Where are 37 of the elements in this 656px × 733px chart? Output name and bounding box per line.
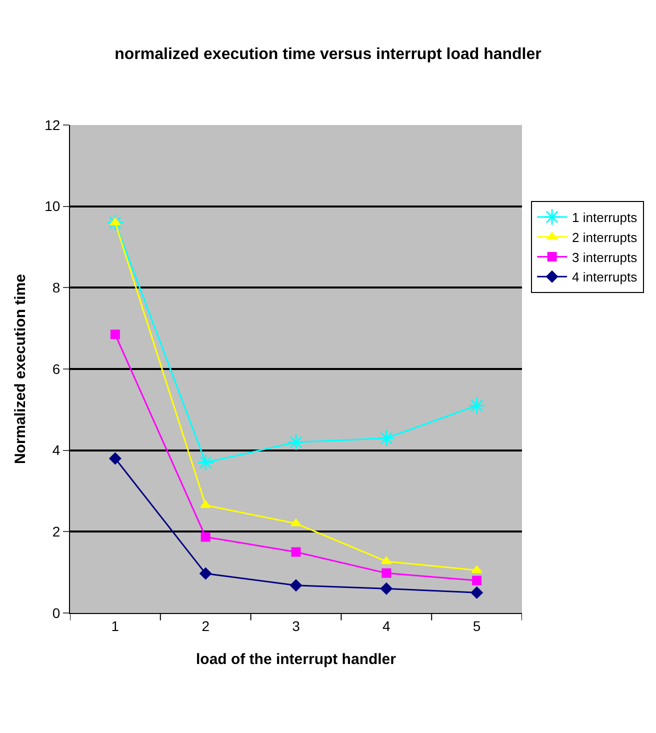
- x-tick-label: 3: [292, 618, 300, 634]
- point: [287, 434, 305, 451]
- point: [109, 452, 122, 464]
- point: [200, 568, 212, 580]
- y-tick-label: 0: [52, 604, 60, 621]
- y-tick-label: 6: [52, 360, 60, 377]
- x-tick-label: 5: [472, 618, 481, 634]
- x-tick-label: 4: [382, 618, 390, 634]
- point: [380, 582, 392, 595]
- point: [470, 586, 483, 599]
- y-tick-label: 12: [44, 116, 60, 133]
- legend-label: 3 interrupts: [572, 250, 638, 265]
- y-tick-label: 2: [52, 524, 60, 540]
- y-tick-label: 4: [52, 442, 60, 458]
- point: [378, 430, 395, 447]
- point: [200, 532, 210, 542]
- legend-label: 4 interrupts: [572, 270, 638, 285]
- point: [110, 330, 120, 340]
- point: [200, 500, 211, 508]
- x-tick-label: 2: [202, 618, 210, 634]
- point: [290, 579, 302, 592]
- y-axis-title: Normalized execution time: [12, 274, 29, 464]
- legend-label: 1 interrupts: [572, 210, 638, 226]
- point: [382, 568, 392, 578]
- point: [290, 518, 302, 526]
- point: [106, 214, 124, 232]
- point: [381, 556, 392, 564]
- point: [472, 576, 482, 586]
- point: [468, 397, 486, 414]
- chart-title: normalized execution time versus interrupt load handler: [114, 46, 542, 63]
- point: [291, 547, 301, 557]
- y-tick-label: 8: [52, 280, 60, 296]
- x-tick-label: 1: [111, 618, 120, 634]
- legend-label: 2 interrupts: [572, 230, 638, 245]
- y-tick-label: 10: [44, 198, 60, 214]
- point: [197, 454, 214, 472]
- x-axis-title: load of the interrupt handler: [196, 650, 396, 668]
